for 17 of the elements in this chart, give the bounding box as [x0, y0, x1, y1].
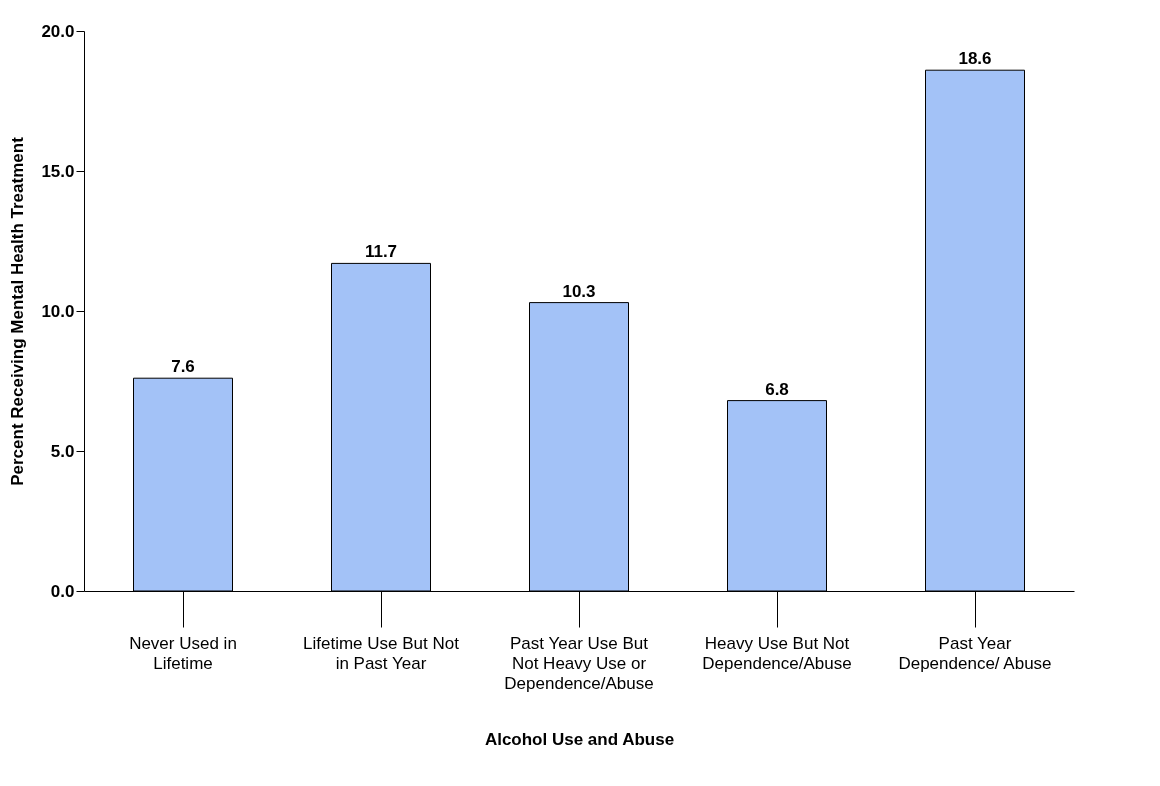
y-axis-title: Percent Receiving Mental Health Treatment: [8, 136, 28, 486]
x-tick-label: Heavy Use But Not Dependence/Abuse: [702, 633, 852, 673]
x-tick-label: Never Used in Lifetime: [129, 633, 237, 673]
data-label: 10.3: [562, 281, 596, 301]
y-tick-label: 15.0: [41, 161, 75, 181]
data-label: 7.6: [171, 357, 195, 377]
data-label: 11.7: [364, 242, 398, 262]
y-tick-label: 5.0: [50, 441, 75, 461]
data-label: 6.8: [765, 379, 789, 399]
x-axis-title: Alcohol Use and Abuse: [484, 729, 675, 749]
data-label: 18.6: [958, 49, 992, 69]
x-tick-label: Past Year Use But Not Heavy Use or Dependence/Abuse: [504, 633, 654, 693]
y-tick-label: 10.0: [41, 301, 75, 321]
x-tick-label: Lifetime Use But Not in Past Year: [303, 633, 460, 673]
x-tick-label: Past Year Dependence/ Abuse: [898, 633, 1052, 673]
y-tick-label: 20.0: [41, 21, 75, 41]
y-tick-label: 0.0: [50, 581, 75, 601]
